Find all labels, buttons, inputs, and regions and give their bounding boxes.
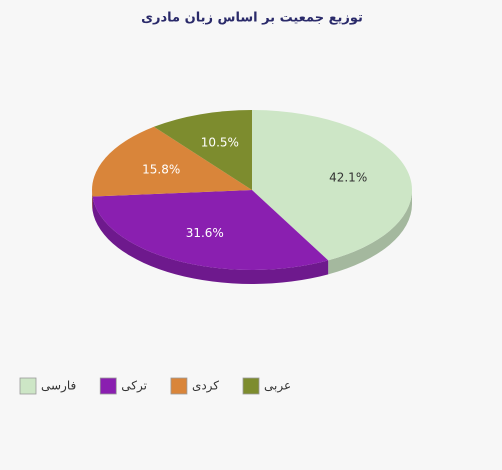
legend-label: کردی [192,379,219,394]
legend-label: عربی [264,379,291,394]
data-label: 31.6% [186,226,224,240]
slice [92,126,253,197]
slice-side [92,196,329,284]
legend-swatch [170,377,188,395]
legend-swatch [19,377,37,395]
data-label: 10.5% [201,136,239,150]
slice-side [328,190,412,275]
legend-swatch [242,377,260,395]
data-label: 42.1% [329,170,367,184]
slice [252,110,412,261]
legend-swatch [99,377,117,395]
slice-side [92,190,93,211]
slice [153,110,252,190]
chart-title: توزیع جمعیت بر اساس زبان مادری [141,11,363,26]
legend-label: فارسی [41,379,76,394]
slice [92,190,329,270]
data-label: 15.8% [142,163,180,177]
legend-label: ترکی [121,379,147,394]
